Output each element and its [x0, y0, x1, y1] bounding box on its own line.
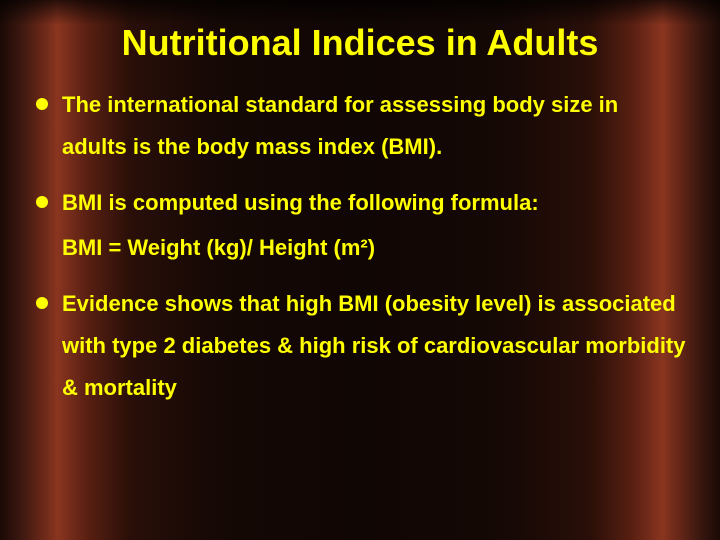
- bullet-list: Evidence shows that high BMI (obesity le…: [34, 283, 686, 408]
- slide: Nutritional Indices in Adults The intern…: [0, 0, 720, 540]
- bullet-list: The international standard for assessing…: [34, 84, 686, 223]
- list-item: BMI is computed using the following form…: [34, 182, 686, 224]
- formula-line: BMI = Weight (kg)/ Height (m²): [34, 227, 686, 269]
- slide-title: Nutritional Indices in Adults: [0, 0, 720, 74]
- list-item: The international standard for assessing…: [34, 84, 686, 168]
- list-item: Evidence shows that high BMI (obesity le…: [34, 283, 686, 408]
- slide-content: The international standard for assessing…: [0, 74, 720, 409]
